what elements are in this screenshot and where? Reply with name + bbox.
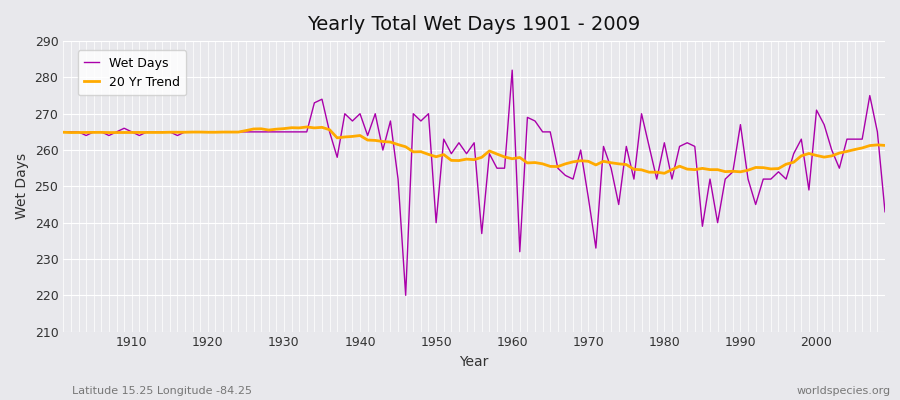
20 Yr Trend <box>659 171 670 176</box>
20 Yr Trend <box>606 160 616 165</box>
20 Yr Trend <box>286 125 297 130</box>
20 Yr Trend <box>58 130 68 135</box>
Text: worldspecies.org: worldspecies.org <box>796 386 891 396</box>
Wet Days <box>400 293 411 298</box>
20 Yr Trend <box>507 156 517 161</box>
Line: 20 Yr Trend: 20 Yr Trend <box>63 127 885 173</box>
20 Yr Trend <box>515 155 526 160</box>
Wet Days <box>515 249 526 254</box>
Wet Days <box>58 130 68 134</box>
20 Yr Trend <box>339 134 350 139</box>
20 Yr Trend <box>119 130 130 135</box>
20 Yr Trend <box>879 143 890 148</box>
Wet Days <box>332 155 343 160</box>
Line: Wet Days: Wet Days <box>63 70 885 295</box>
Wet Days <box>879 209 890 214</box>
Wet Days <box>507 68 517 72</box>
Text: Latitude 15.25 Longitude -84.25: Latitude 15.25 Longitude -84.25 <box>72 386 252 396</box>
Title: Yearly Total Wet Days 1901 - 2009: Yearly Total Wet Days 1901 - 2009 <box>308 15 641 34</box>
Y-axis label: Wet Days: Wet Days <box>15 153 29 220</box>
20 Yr Trend <box>302 124 312 129</box>
Wet Days <box>522 115 533 120</box>
X-axis label: Year: Year <box>460 355 489 369</box>
Wet Days <box>286 130 297 134</box>
Legend: Wet Days, 20 Yr Trend: Wet Days, 20 Yr Trend <box>77 50 186 95</box>
Wet Days <box>613 202 624 207</box>
Wet Days <box>119 126 130 131</box>
